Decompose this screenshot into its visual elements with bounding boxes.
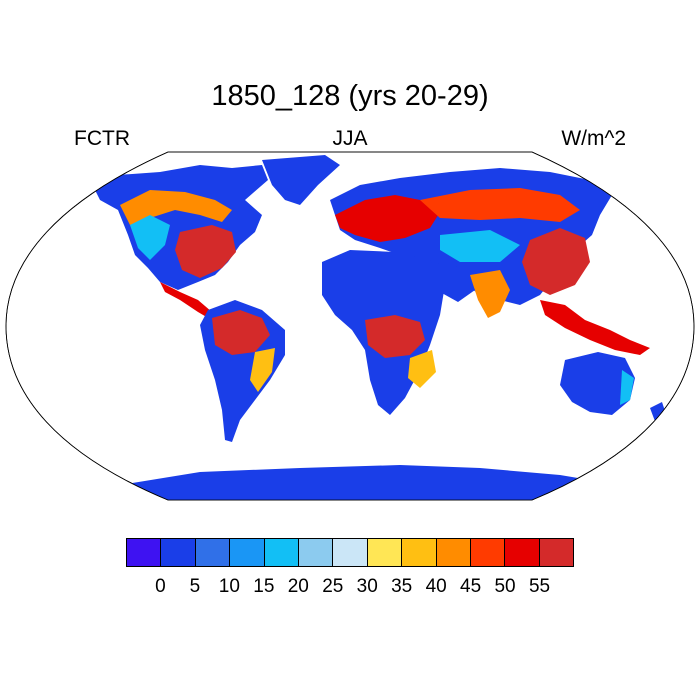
colorbar-box-3 — [230, 539, 265, 566]
colorbar-tick-label: 15 — [253, 576, 275, 597]
colorbar-box-12 — [539, 539, 574, 566]
central-america — [160, 282, 222, 322]
arabia — [430, 262, 475, 302]
colorbar-tick-label: 55 — [528, 576, 551, 597]
europe-hot — [335, 195, 440, 242]
southeast-asia — [540, 300, 650, 355]
central-asia-cool — [440, 230, 520, 262]
colorbar-box-5 — [298, 539, 334, 566]
colorbar-tick-label: 5 — [189, 576, 201, 597]
eastern-us-hot — [175, 225, 236, 278]
china-hot — [522, 228, 590, 295]
colorbar-box-7 — [367, 539, 403, 566]
season-label: JJA — [332, 127, 368, 150]
greenland — [262, 155, 340, 205]
colorbar-box-1 — [161, 539, 196, 566]
colorbar-tick-label: 40 — [425, 576, 447, 597]
east-africa-mixed — [408, 350, 436, 388]
plot-title: 1850_128 (yrs 20-29) — [211, 80, 489, 112]
colorbar-tick-label: 30 — [356, 576, 378, 597]
new-zealand — [650, 402, 666, 424]
antarctica — [80, 465, 640, 500]
colorbar-tick-label: 25 — [322, 576, 344, 597]
colorbar-box-6 — [333, 539, 368, 566]
australia — [560, 352, 635, 415]
colorbar-tick-label: 20 — [287, 576, 309, 597]
colorbar-box-0 — [127, 539, 162, 566]
colorbar-box-10 — [470, 539, 506, 566]
colorbar-box-9 — [436, 539, 471, 566]
amazon-hot — [212, 310, 270, 355]
map-outline — [5, 151, 695, 501]
colorbar-box-11 — [505, 539, 540, 566]
colorbar-tick-label: 45 — [460, 576, 482, 597]
colorbar-box-2 — [195, 539, 231, 566]
colorbar-box-4 — [264, 539, 299, 566]
colorbar-box-8 — [402, 539, 437, 566]
siberia-warm-band — [420, 188, 580, 222]
australia-east-coast — [620, 370, 634, 405]
units-label: W/m^2 — [561, 127, 626, 150]
colorbar — [126, 538, 574, 567]
central-africa-hot — [365, 315, 425, 358]
colorbar-tick-label: 0 — [155, 576, 166, 597]
colorbar-tick-label: 35 — [391, 576, 413, 597]
colorbar-tick-label: 10 — [218, 576, 240, 597]
western-us-patch — [130, 215, 170, 260]
colorbar-tick-label: 50 — [494, 576, 516, 597]
india-warm — [470, 270, 510, 318]
variable-label: FCTR — [74, 127, 130, 150]
brazil-coast-warm — [250, 348, 275, 392]
